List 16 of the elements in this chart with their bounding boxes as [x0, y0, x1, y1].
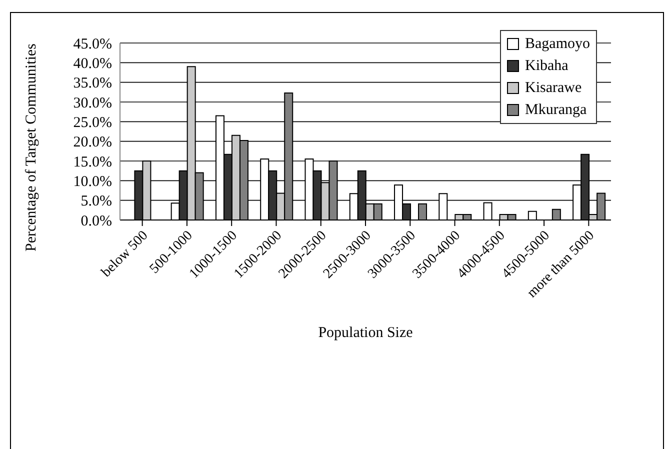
legend-label: Bagamoyo	[525, 36, 590, 52]
legend-label: Kisarawe	[525, 80, 582, 96]
y-axis-title: Percentage of Target Communities	[23, 43, 40, 252]
y-tick-label: 30.0%	[73, 95, 112, 112]
y-tick-label: 25.0%	[73, 114, 112, 131]
y-tick-label: 35.0%	[73, 76, 112, 92]
y-tick-label: 5.0%	[80, 194, 112, 210]
y-tick-label: 0.0%	[80, 213, 112, 230]
legend-label: Kibaha	[525, 58, 568, 74]
y-tick-label: 20.0%	[73, 134, 112, 151]
y-tick-label: 15.0%	[73, 154, 112, 170]
y-tick-label: 45.0%	[73, 36, 112, 52]
y-tick-label: 40.0%	[73, 56, 112, 72]
y-tick-label: 10.0%	[73, 174, 112, 190]
x-axis-title: Population Size	[318, 325, 414, 341]
legend-label: Mkuranga	[525, 102, 587, 118]
